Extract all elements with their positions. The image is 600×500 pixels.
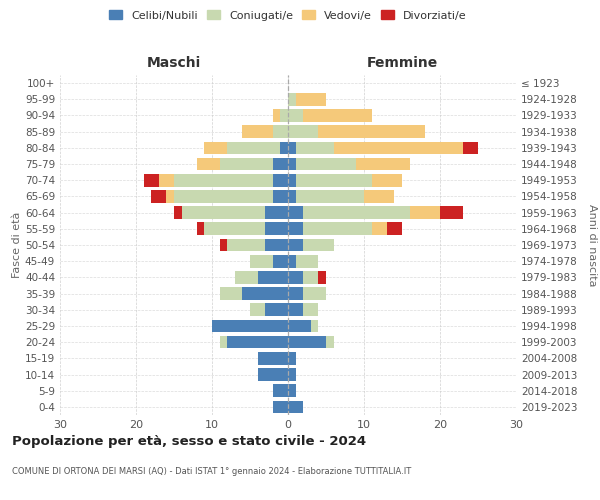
Bar <box>280 109 288 122</box>
Y-axis label: Anni di nascita: Anni di nascita <box>587 204 597 286</box>
Y-axis label: Fasce di età: Fasce di età <box>12 212 22 278</box>
Bar <box>265 222 288 235</box>
Bar <box>242 126 273 138</box>
Bar <box>288 288 303 300</box>
Bar <box>356 158 410 170</box>
Bar <box>220 336 227 348</box>
Bar <box>273 255 288 268</box>
Bar <box>319 271 326 283</box>
Bar <box>280 142 288 154</box>
Bar <box>288 304 303 316</box>
Bar <box>296 158 356 170</box>
Bar <box>265 304 288 316</box>
Bar <box>319 126 425 138</box>
Bar <box>273 190 288 202</box>
Bar <box>220 158 273 170</box>
Bar <box>296 174 371 186</box>
Bar <box>364 190 394 202</box>
Bar <box>273 126 288 138</box>
Bar <box>296 93 326 106</box>
Bar <box>296 142 334 154</box>
Bar <box>227 142 280 154</box>
Bar <box>250 304 265 316</box>
Text: Femmine: Femmine <box>367 56 437 70</box>
Bar <box>159 174 174 186</box>
Bar <box>288 238 303 252</box>
Bar <box>197 158 220 170</box>
Bar <box>265 238 288 252</box>
Bar <box>440 206 463 219</box>
Bar <box>410 206 440 219</box>
Bar <box>296 190 364 202</box>
Bar <box>288 320 311 332</box>
Bar <box>151 190 166 202</box>
Bar <box>303 271 319 283</box>
Bar <box>273 384 288 397</box>
Bar <box>371 174 402 186</box>
Bar <box>257 368 288 381</box>
Bar <box>273 174 288 186</box>
Bar <box>273 109 280 122</box>
Bar <box>197 222 205 235</box>
Bar <box>288 271 303 283</box>
Bar <box>303 304 319 316</box>
Bar <box>288 190 296 202</box>
Bar <box>288 400 303 413</box>
Bar <box>273 400 288 413</box>
Bar <box>303 109 371 122</box>
Bar <box>288 368 296 381</box>
Bar <box>288 142 296 154</box>
Bar <box>250 255 273 268</box>
Bar <box>371 222 387 235</box>
Bar <box>288 126 319 138</box>
Bar <box>182 206 265 219</box>
Bar <box>311 320 319 332</box>
Bar <box>220 238 227 252</box>
Bar <box>220 288 242 300</box>
Bar <box>174 206 182 219</box>
Bar <box>288 206 303 219</box>
Bar <box>174 174 273 186</box>
Bar <box>303 238 334 252</box>
Bar <box>288 222 303 235</box>
Bar <box>288 93 296 106</box>
Bar <box>288 174 296 186</box>
Bar <box>242 288 288 300</box>
Bar <box>288 384 296 397</box>
Bar <box>288 109 303 122</box>
Bar <box>166 190 174 202</box>
Bar <box>463 142 478 154</box>
Bar <box>143 174 159 186</box>
Bar <box>227 336 288 348</box>
Bar <box>288 255 296 268</box>
Bar <box>303 288 326 300</box>
Bar <box>212 320 288 332</box>
Text: COMUNE DI ORTONA DEI MARSI (AQ) - Dati ISTAT 1° gennaio 2024 - Elaborazione TUTT: COMUNE DI ORTONA DEI MARSI (AQ) - Dati I… <box>12 468 411 476</box>
Bar <box>205 142 227 154</box>
Bar <box>235 271 257 283</box>
Bar <box>334 142 463 154</box>
Bar <box>273 158 288 170</box>
Bar <box>387 222 402 235</box>
Bar <box>227 238 265 252</box>
Bar <box>303 222 371 235</box>
Bar <box>296 255 319 268</box>
Bar <box>288 352 296 364</box>
Bar <box>257 352 288 364</box>
Bar <box>288 336 326 348</box>
Bar <box>303 206 410 219</box>
Bar <box>174 190 273 202</box>
Bar <box>205 222 265 235</box>
Bar <box>257 271 288 283</box>
Bar <box>326 336 334 348</box>
Text: Maschi: Maschi <box>147 56 201 70</box>
Bar <box>265 206 288 219</box>
Bar <box>288 158 296 170</box>
Legend: Celibi/Nubili, Coniugati/e, Vedovi/e, Divorziati/e: Celibi/Nubili, Coniugati/e, Vedovi/e, Di… <box>105 6 471 25</box>
Text: Popolazione per età, sesso e stato civile - 2024: Popolazione per età, sesso e stato civil… <box>12 435 366 448</box>
